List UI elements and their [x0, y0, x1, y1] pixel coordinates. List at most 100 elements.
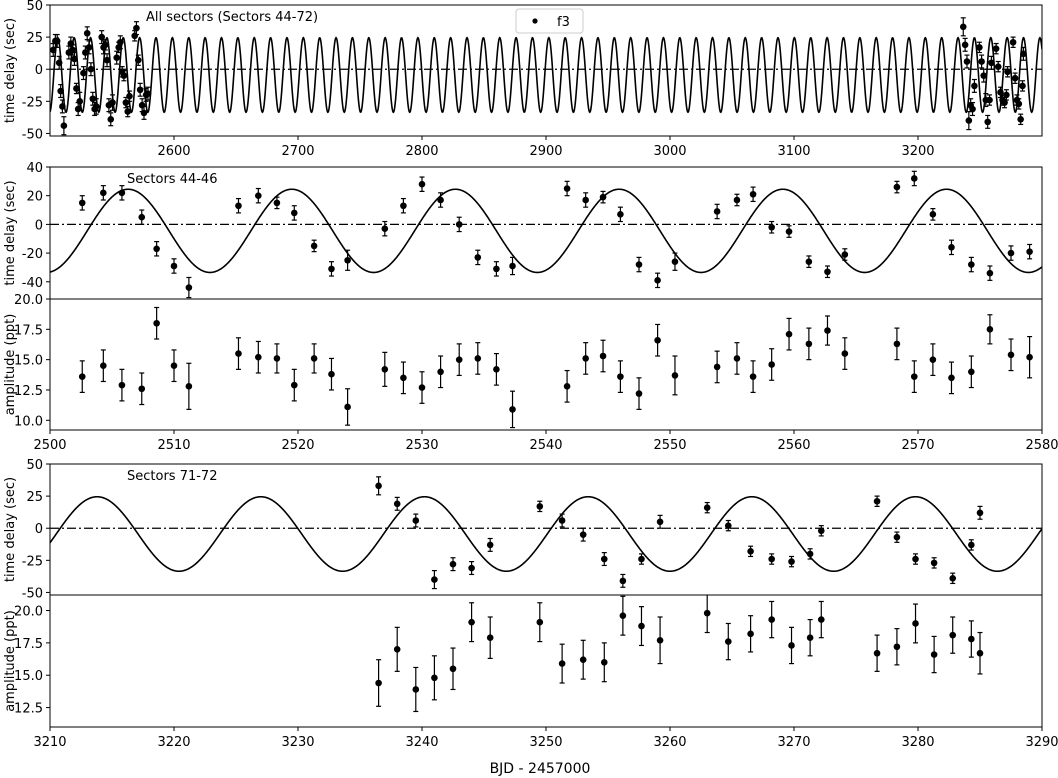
- data-point: [582, 192, 589, 208]
- marker: [997, 89, 1004, 96]
- data-point: [948, 239, 955, 256]
- marker: [929, 211, 937, 218]
- marker: [986, 326, 994, 333]
- plot-area: [50, 476, 1042, 590]
- marker: [273, 199, 281, 207]
- marker: [71, 55, 78, 63]
- marker: [1009, 38, 1017, 46]
- marker: [412, 517, 420, 524]
- marker: [133, 24, 140, 32]
- data-point: [968, 355, 975, 389]
- marker: [733, 196, 741, 204]
- marker: [768, 223, 775, 231]
- data-point: [558, 643, 566, 684]
- panel-title: Sectors 71-72: [127, 469, 217, 484]
- data-point: [493, 352, 500, 386]
- marker: [949, 575, 957, 582]
- marker: [73, 85, 80, 92]
- marker: [841, 350, 849, 357]
- marker: [255, 192, 262, 199]
- data-point: [805, 255, 813, 269]
- marker: [375, 482, 382, 490]
- data-point: [1026, 243, 1033, 260]
- marker: [582, 196, 589, 204]
- data-point: [412, 666, 420, 713]
- y-tick-label: 50: [26, 458, 43, 473]
- marker: [1001, 99, 1008, 106]
- x-tick-label: 3250: [529, 735, 562, 750]
- data-point: [69, 44, 76, 56]
- data-point: [949, 616, 957, 654]
- data-point: [747, 615, 754, 653]
- x-tick-label: 3200: [901, 144, 934, 159]
- marker: [984, 118, 991, 126]
- marker: [563, 185, 571, 192]
- data-point: [55, 55, 63, 70]
- data-point: [418, 176, 426, 192]
- data-point: [113, 50, 121, 65]
- marker: [785, 228, 793, 235]
- data-point: [929, 208, 937, 221]
- marker: [969, 105, 976, 113]
- marker: [328, 265, 335, 273]
- marker: [328, 370, 335, 378]
- data-point: [60, 116, 68, 136]
- x-tick-label: 3210: [33, 735, 66, 750]
- data-point: [393, 626, 401, 672]
- data-point: [986, 94, 993, 106]
- x-tick-label: 2570: [901, 438, 934, 453]
- data-point: [235, 197, 242, 214]
- data-point: [138, 209, 146, 225]
- marker: [1003, 91, 1010, 99]
- marker: [118, 381, 126, 389]
- data-point: [118, 185, 126, 201]
- marker: [53, 37, 61, 45]
- data-point: [817, 600, 825, 639]
- data-point: [153, 241, 160, 257]
- marker: [437, 196, 444, 204]
- data-point: [873, 495, 881, 507]
- marker: [817, 527, 825, 535]
- axes-frame: [49, 298, 1043, 431]
- data-point: [109, 94, 116, 111]
- data-point: [117, 35, 124, 50]
- data-point: [124, 105, 132, 118]
- data-point: [563, 369, 571, 403]
- data-point: [1026, 336, 1033, 379]
- marker: [170, 262, 178, 270]
- data-point: [968, 539, 975, 551]
- data-point: [449, 647, 457, 691]
- marker: [930, 651, 938, 658]
- panel-title: All sectors (Sectors 44-72): [146, 10, 318, 25]
- marker: [140, 109, 148, 117]
- marker: [824, 327, 831, 334]
- data-point: [328, 357, 335, 391]
- data-point: [599, 190, 607, 204]
- y-tick-label: 50: [26, 0, 43, 14]
- data-point: [768, 600, 775, 639]
- data-point: [703, 595, 711, 634]
- x-tick-label: 2550: [653, 438, 686, 453]
- marker: [120, 72, 128, 79]
- marker: [344, 403, 351, 411]
- marker: [654, 277, 661, 284]
- plot-area: [50, 17, 1042, 136]
- x-tick-label: 2600: [157, 144, 190, 159]
- marker: [76, 98, 84, 105]
- plot-area: [50, 170, 1042, 299]
- marker: [635, 390, 643, 397]
- marker: [418, 384, 426, 391]
- data-point: [768, 553, 775, 565]
- marker: [170, 362, 178, 370]
- model-curve: [50, 495, 1042, 573]
- x-tick-label: 2900: [529, 144, 562, 159]
- marker: [582, 355, 589, 362]
- data-point: [806, 618, 814, 657]
- marker: [959, 23, 967, 31]
- y-tick-label: 15.0: [14, 669, 43, 684]
- marker: [579, 656, 587, 664]
- marker: [1007, 351, 1015, 359]
- data-point: [344, 388, 351, 426]
- marker: [153, 319, 160, 327]
- data-point: [290, 368, 298, 402]
